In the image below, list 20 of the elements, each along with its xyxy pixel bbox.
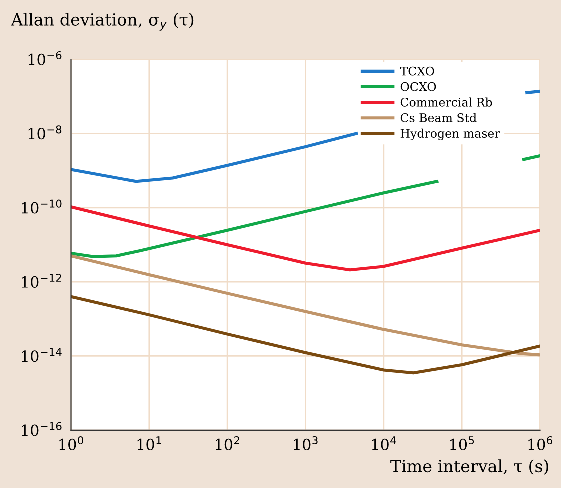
x-axis-title: Time interval, τ (s) bbox=[390, 460, 548, 475]
x-tick-label: 10$^{0}$ bbox=[60, 436, 84, 450]
legend-label: Hydrogen maser bbox=[400, 128, 500, 140]
y-tick-label: 10$^{−16}$ bbox=[22, 422, 62, 436]
y-tick-label: 10$^{−14}$ bbox=[22, 348, 62, 362]
x-tick-label: 10$^{6}$ bbox=[528, 436, 553, 450]
legend-label: Cs Beam Std bbox=[400, 113, 477, 122]
y-tick-label: 10$^{−8}$ bbox=[28, 126, 62, 140]
x-tick-label: 10$^{3}$ bbox=[294, 436, 318, 450]
y-tick-label: 10$^{−12}$ bbox=[22, 274, 62, 288]
legend-label: TCXO bbox=[400, 66, 434, 76]
x-tick-label: 10$^{2}$ bbox=[216, 436, 240, 450]
x-tick-label: 10$^{1}$ bbox=[138, 436, 162, 450]
legend-label: Commercial Rb bbox=[400, 98, 492, 107]
x-tick-label: 10$^{5}$ bbox=[450, 436, 474, 450]
y-tick-label: 10$^{−6}$ bbox=[28, 51, 62, 66]
y-tick-label: 10$^{−10}$ bbox=[22, 200, 62, 214]
legend-label: OCXO bbox=[400, 82, 436, 92]
y-axis-title: Allan deviation, σ$_{y}$ (τ) bbox=[11, 13, 194, 31]
x-tick-label: 10$^{4}$ bbox=[372, 436, 396, 450]
